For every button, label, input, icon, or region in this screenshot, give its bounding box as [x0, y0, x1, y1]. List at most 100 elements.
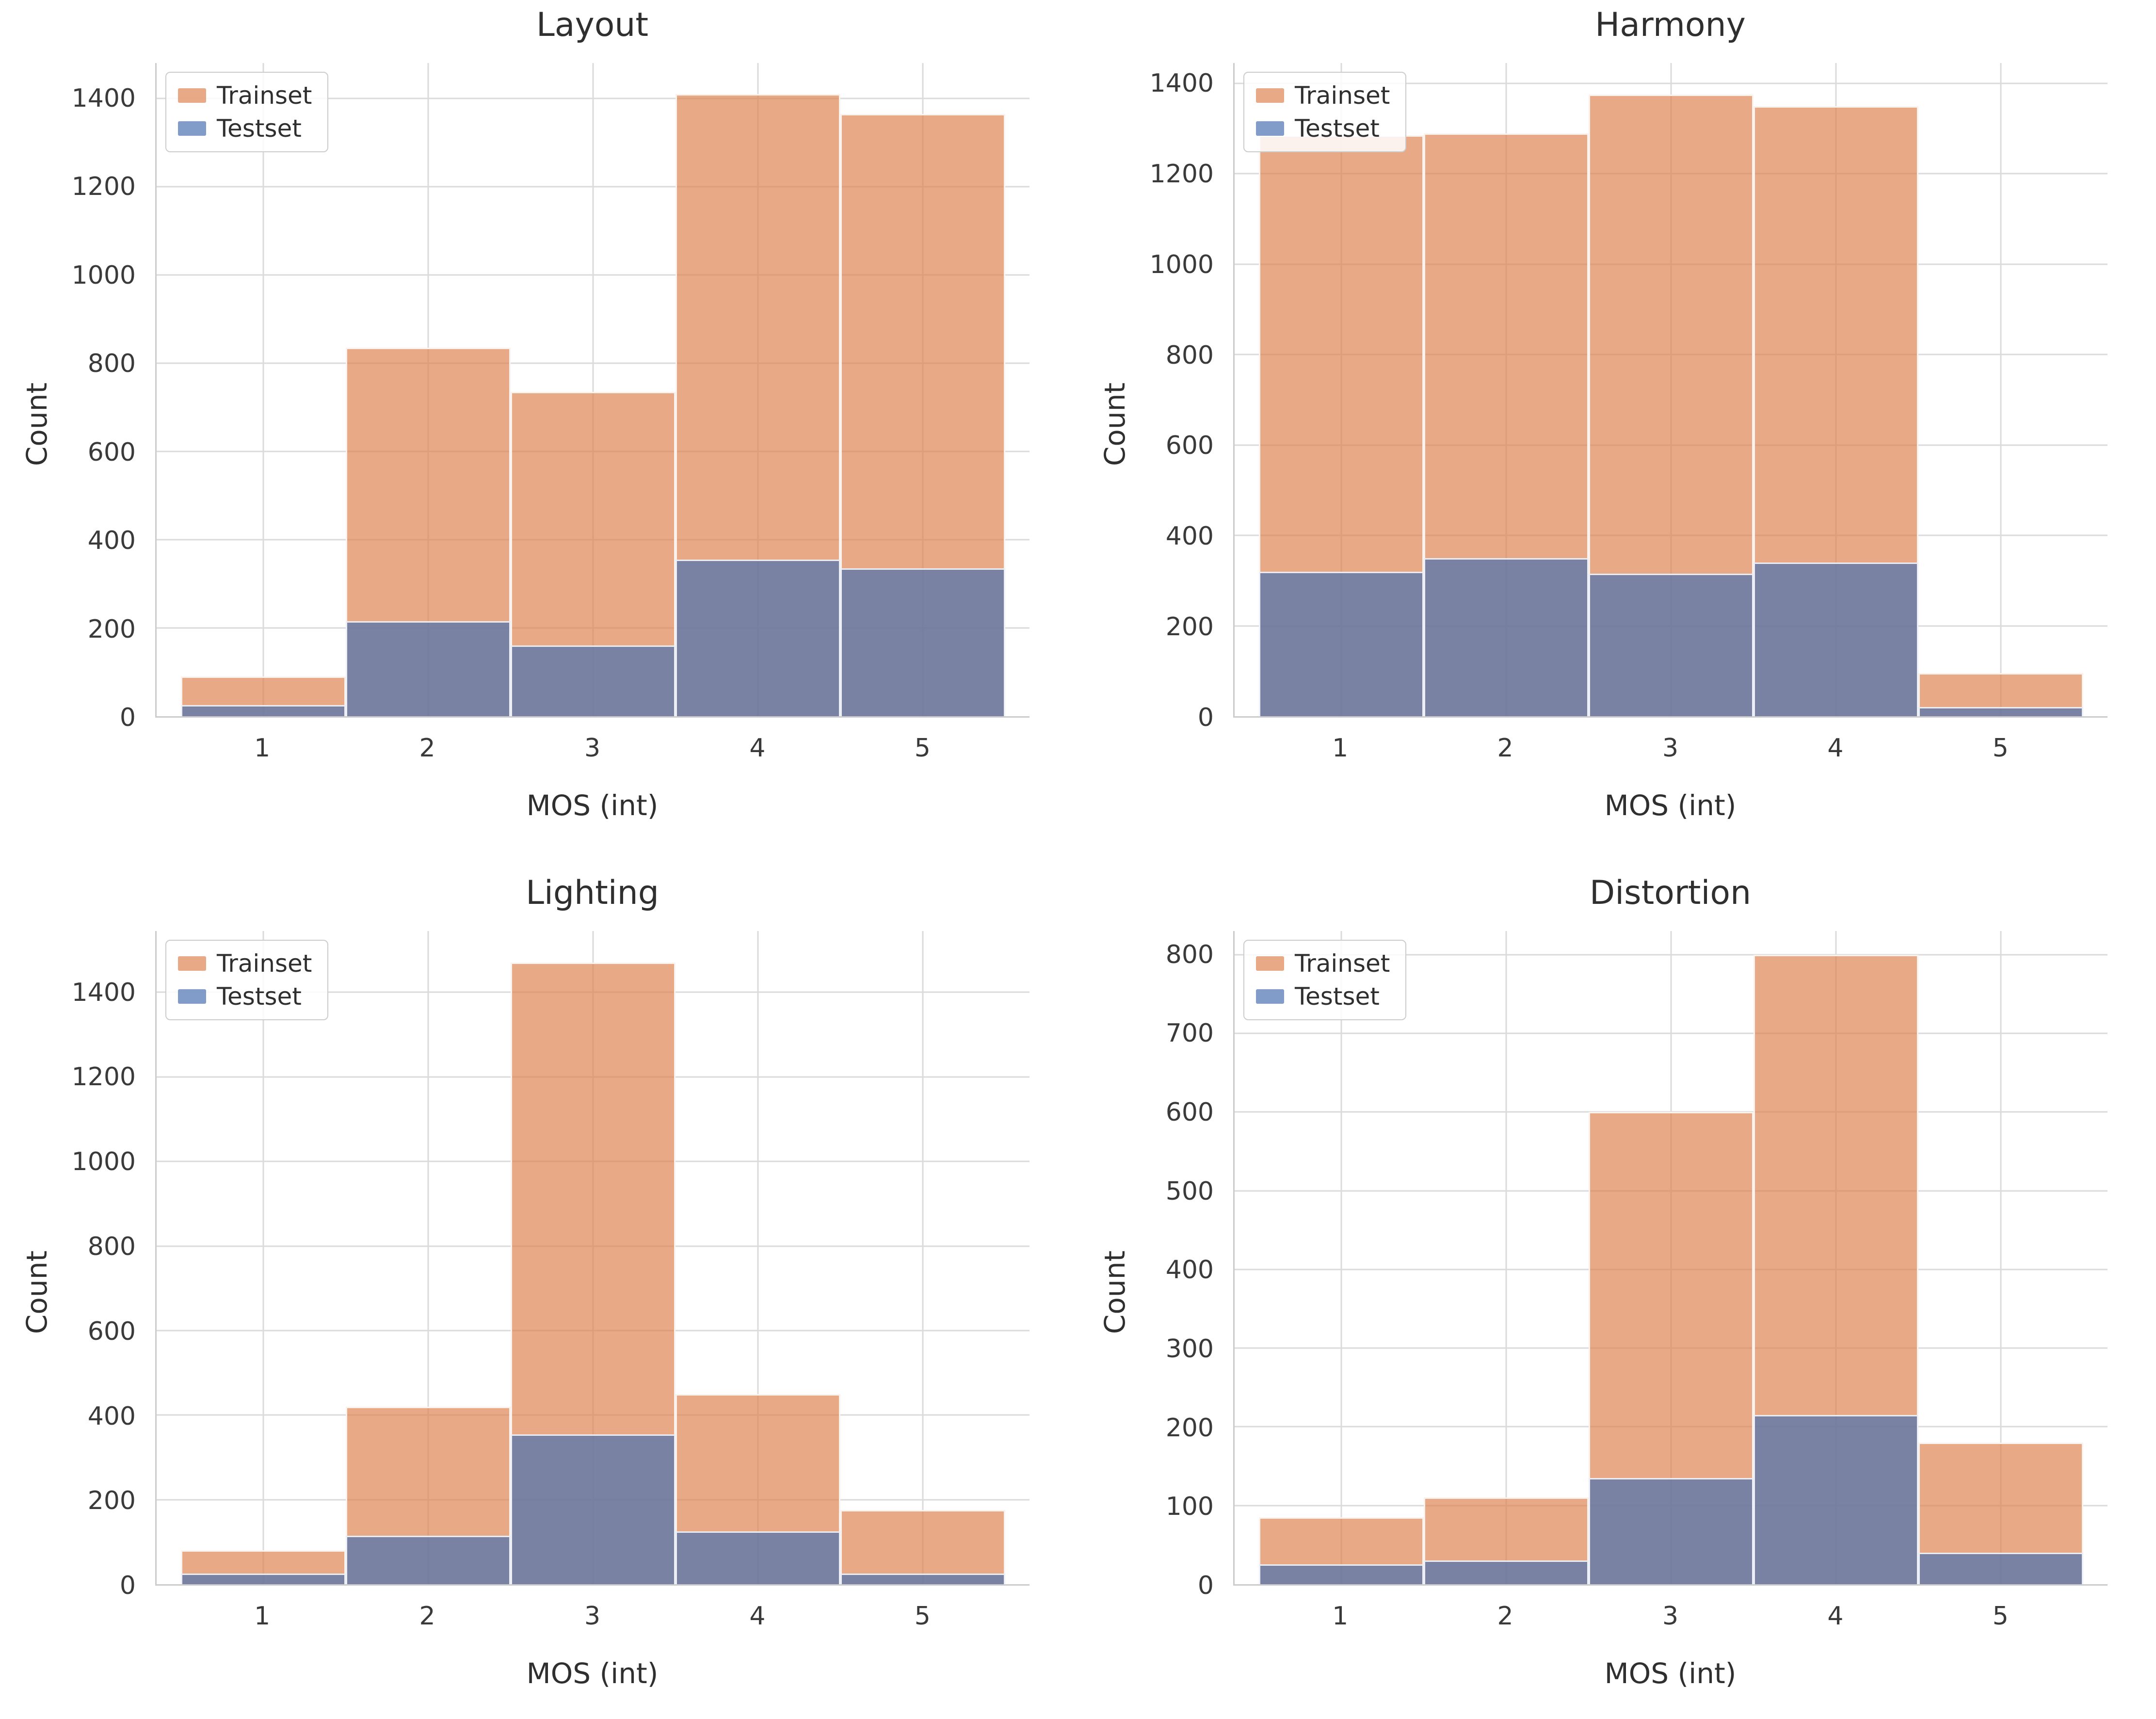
- legend-label: Testset: [1295, 982, 1380, 1011]
- v-gridline: [1340, 931, 1342, 1584]
- v-gridline: [2000, 63, 2002, 716]
- x-tick-label: 4: [749, 1602, 766, 1631]
- y-tick-label: 1200: [1149, 159, 1214, 189]
- y-tick-label: 1200: [71, 172, 136, 202]
- testset-swatch: [178, 989, 206, 1004]
- testset-bar: [1918, 707, 2083, 716]
- testset-bar: [675, 559, 840, 716]
- y-tick-label: 600: [87, 437, 136, 467]
- y-tick-label: 400: [87, 526, 136, 556]
- trainset-swatch: [178, 956, 206, 971]
- y-tick-label: 400: [1165, 522, 1214, 551]
- subplot-distortion: Distortion Count Trainset Testset 0 100 200 300…: [1093, 875, 2137, 1709]
- trainset-swatch: [1256, 88, 1284, 103]
- chart-title: Lighting: [526, 874, 659, 912]
- v-gridline: [757, 931, 759, 1584]
- y-tick-label: 200: [87, 1486, 136, 1516]
- y-tick-label: 1000: [1149, 250, 1214, 279]
- v-gridline: [2000, 931, 2002, 1584]
- y-tick-label: 1200: [71, 1062, 136, 1092]
- x-tick-label: 3: [584, 734, 601, 763]
- legend-entry: Trainset: [178, 951, 312, 976]
- x-tick-label: 5: [1992, 734, 2009, 763]
- testset-bar: [1259, 1564, 1424, 1584]
- y-tick-label: 800: [1165, 340, 1214, 370]
- testset-bar: [1753, 562, 1918, 716]
- plot-area: Trainset Testset: [1233, 931, 2108, 1586]
- chart-title: Layout: [536, 6, 649, 44]
- x-tick-label: 5: [1992, 1602, 2009, 1631]
- y-tick-label: 1400: [71, 83, 136, 113]
- x-tick-row: 1 2 3 4 5: [1233, 725, 2108, 764]
- y-tick-label: 100: [1165, 1492, 1214, 1522]
- x-axis-label: MOS (int): [1604, 789, 1737, 822]
- x-tick-row: 1 2 3 4 5: [155, 1593, 1030, 1632]
- y-tick-column: 0 100 200 300 400 500 600 700 800: [1093, 931, 1223, 1598]
- y-tick-label: 600: [1165, 1098, 1214, 1127]
- y-tick-label: 200: [87, 614, 136, 644]
- y-tick-label: 1000: [71, 1147, 136, 1177]
- y-tick-label: 1000: [71, 260, 136, 290]
- y-tick-column: 0 200 400 600 800 1000 1200 1400: [15, 63, 145, 730]
- y-tick-label: 400: [1165, 1255, 1214, 1285]
- testset-bar: [675, 1531, 840, 1584]
- testset-swatch: [1256, 121, 1284, 136]
- v-gridline: [262, 931, 264, 1584]
- y-tick-label: 0: [119, 1571, 136, 1600]
- testset-swatch: [178, 121, 206, 136]
- x-tick-label: 1: [1332, 734, 1349, 763]
- x-tick-label: 4: [1827, 1602, 1844, 1631]
- y-tick-label: 800: [87, 1232, 136, 1261]
- legend: Trainset Testset: [165, 940, 329, 1020]
- v-gridline: [427, 931, 429, 1584]
- testset-bar: [346, 1535, 511, 1584]
- subplot-lighting: Lighting Count Trainset Testset 0 200 400 600 80…: [15, 875, 1059, 1709]
- x-tick-row: 1 2 3 4 5: [155, 725, 1030, 764]
- testset-bar: [181, 1574, 346, 1584]
- subplot-harmony: Harmony Count Trainset Testset 0 200 400 600 800…: [1093, 7, 2137, 841]
- legend-label: Testset: [217, 982, 302, 1011]
- testset-bar: [346, 621, 511, 716]
- plot-area: Trainset Testset: [155, 63, 1030, 718]
- legend-entry: Trainset: [1256, 951, 1390, 976]
- testset-bar: [1918, 1553, 2083, 1584]
- y-tick-label: 800: [87, 349, 136, 379]
- testset-swatch: [1256, 989, 1284, 1004]
- subplot-layout: Layout Count Trainset Testset 0 200 400 600 800 1…: [15, 7, 1059, 841]
- legend-entry: Testset: [1256, 116, 1390, 141]
- y-tick-label: 0: [1197, 1571, 1214, 1600]
- trainset-swatch: [1256, 956, 1284, 971]
- x-tick-label: 1: [254, 1602, 271, 1631]
- x-tick-label: 4: [749, 734, 766, 763]
- y-tick-label: 700: [1165, 1019, 1214, 1048]
- x-tick-label: 5: [914, 734, 931, 763]
- legend-label: Trainset: [1295, 949, 1390, 978]
- y-tick-label: 200: [1165, 612, 1214, 642]
- testset-bar: [1424, 558, 1589, 716]
- v-gridline: [922, 931, 924, 1584]
- testset-bar: [1589, 574, 1754, 716]
- legend: Trainset Testset: [1243, 72, 1407, 152]
- chart-title: Distortion: [1589, 874, 1752, 912]
- testset-bar: [1259, 571, 1424, 716]
- legend-entry: Testset: [1256, 984, 1390, 1009]
- legend: Trainset Testset: [165, 72, 329, 152]
- x-tick-label: 5: [914, 1602, 931, 1631]
- y-tick-label: 1400: [1149, 69, 1214, 98]
- testset-bar: [840, 1574, 1005, 1584]
- testset-bar: [181, 705, 346, 716]
- y-tick-column: 0 200 400 600 800 1000 1200 1400: [15, 931, 145, 1598]
- y-tick-label: 800: [1165, 940, 1214, 969]
- legend-entry: Testset: [178, 984, 312, 1009]
- testset-bar: [511, 1434, 676, 1584]
- y-tick-label: 200: [1165, 1413, 1214, 1443]
- legend-label: Testset: [1295, 114, 1380, 143]
- testset-bar: [1753, 1415, 1918, 1584]
- legend-entry: Trainset: [1256, 83, 1390, 108]
- legend-label: Trainset: [217, 949, 312, 978]
- v-gridline: [262, 63, 264, 716]
- testset-bar: [1424, 1560, 1589, 1584]
- x-tick-row: 1 2 3 4 5: [1233, 1593, 2108, 1632]
- x-axis-label: MOS (int): [1604, 1657, 1737, 1690]
- testset-bar: [511, 645, 676, 716]
